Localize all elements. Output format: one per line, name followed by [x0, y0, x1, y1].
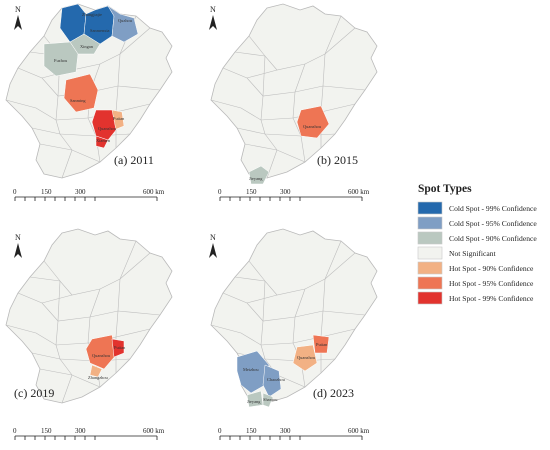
region-jieyang: [248, 165, 270, 185]
region-putian: [111, 338, 125, 358]
place-label: Zhangjiajie: [82, 12, 102, 17]
place-label: Quanzhou: [303, 124, 322, 129]
scale-label: 0: [218, 427, 222, 435]
legend-swatch: [417, 291, 443, 305]
place-label: Xiamen: [96, 138, 111, 143]
legend-swatch: [417, 201, 443, 215]
panel-label-d: (d) 2023: [313, 386, 354, 400]
north-label: N: [210, 233, 216, 242]
legend-swatch: [417, 276, 443, 290]
legend-swatch: [417, 246, 443, 260]
place-label: Jieyang: [247, 399, 261, 404]
north-label: N: [15, 233, 21, 242]
legend-swatch: [417, 261, 443, 275]
region-quzhou: [107, 5, 139, 43]
scale-label: 300: [280, 427, 291, 435]
scale-label: 600 km: [143, 188, 165, 196]
legend-label: Hot Spot - 99% Confidence: [449, 294, 534, 303]
place-label: Putian: [113, 116, 125, 121]
place-label: Fuzhou: [54, 58, 68, 63]
legend-swatch: [417, 231, 443, 245]
scale-label: 600 km: [348, 427, 370, 435]
scale-label: 300: [280, 188, 291, 196]
place-label: Zhangzhou: [88, 375, 109, 380]
region-fuzhou: [43, 41, 79, 77]
region-quanzhou: [85, 334, 117, 370]
region-quanzhou: [296, 105, 330, 139]
legend-title: Spot Types: [418, 183, 472, 195]
north-arrow: N: [14, 233, 22, 258]
map-panel-b: Quanzhou Jieyang (b) 2015: [210, 3, 378, 185]
north-arrow: N: [209, 5, 217, 30]
legend-swatch: [417, 216, 443, 230]
scale-label: 300: [75, 188, 86, 196]
region-chaozhou: [262, 364, 282, 398]
region-meizhou: [236, 350, 270, 394]
map-panel-d: Meizhou Chaozhou Jieyang Shantou Putian …: [210, 228, 378, 408]
region-zhangzhou: [89, 364, 103, 378]
panel-label-a: (a) 2011: [114, 153, 154, 167]
legend-label: Cold Spot - 99% Confidence: [449, 204, 537, 213]
place-label: Quanzhou: [297, 355, 316, 360]
scale-label: 150: [41, 427, 52, 435]
legend-label: Not Significant: [449, 249, 497, 258]
scale-label: 600 km: [143, 427, 165, 435]
place-label: Quanzhou: [92, 353, 111, 358]
legend-label: Hot Spot - 90% Confidence: [449, 264, 534, 273]
scale-label: 150: [41, 188, 52, 196]
region-putian: [312, 334, 330, 354]
scale-label: 300: [75, 427, 86, 435]
north-arrow: N: [14, 5, 22, 30]
map-panel-c: Putian Quanzhou Zhangzhou (c) 2019: [5, 228, 173, 404]
legend-label: Cold Spot - 90% Confidence: [449, 234, 537, 243]
legend-label: Cold Spot - 95% Confidence: [449, 219, 537, 228]
scale-label: 0: [13, 427, 17, 435]
place-label: Jieyang: [249, 176, 263, 181]
panel-label-c: (c) 2019: [14, 386, 54, 400]
scale-bar: 0 150 300 600 km: [218, 427, 370, 440]
place-label: Putian: [114, 345, 126, 350]
scale-label: 0: [218, 188, 222, 196]
place-label: Meizhou: [243, 367, 259, 372]
legend: Spot Types Cold Spot - 99% ConfidenceCol…: [417, 183, 537, 305]
place-label: Quanzhou: [98, 126, 117, 131]
place-label: Sanming: [70, 98, 86, 103]
north-arrow: N: [209, 233, 217, 258]
scale-label: 150: [246, 188, 257, 196]
legend-label: Hot Spot - 95% Confidence: [449, 279, 534, 288]
region-quanzhou: [292, 344, 318, 372]
panel-label-b: (b) 2015: [317, 153, 358, 167]
place-label: Quzhou: [118, 18, 133, 23]
scale-label: 150: [246, 427, 257, 435]
place-label: Putian: [316, 342, 328, 347]
scale-bar: 0 150 300 600 km: [13, 427, 165, 440]
place-label: Xingan: [80, 44, 94, 49]
scale-bar: 0 150 300 600 km: [218, 188, 370, 201]
map-panel-a: Zhangjiajie Sanmenxia Quzhou Xingan Fuzh…: [5, 3, 173, 179]
place-label: Sanmenxia: [90, 28, 110, 33]
legend-items: Cold Spot - 99% Confidence Cold Spot - 95…: [417, 201, 537, 305]
scale-label: 0: [13, 188, 17, 196]
scale-label: 600 km: [348, 188, 370, 196]
north-label: N: [210, 5, 216, 14]
region-xiamen: [95, 135, 109, 149]
region-sanming: [63, 73, 99, 113]
scale-bar: 0 150 300 600 km: [13, 188, 165, 201]
region-shantou: [262, 392, 274, 408]
place-label: Shantou: [263, 397, 278, 402]
place-label: Chaozhou: [267, 377, 286, 382]
north-label: N: [15, 5, 21, 14]
